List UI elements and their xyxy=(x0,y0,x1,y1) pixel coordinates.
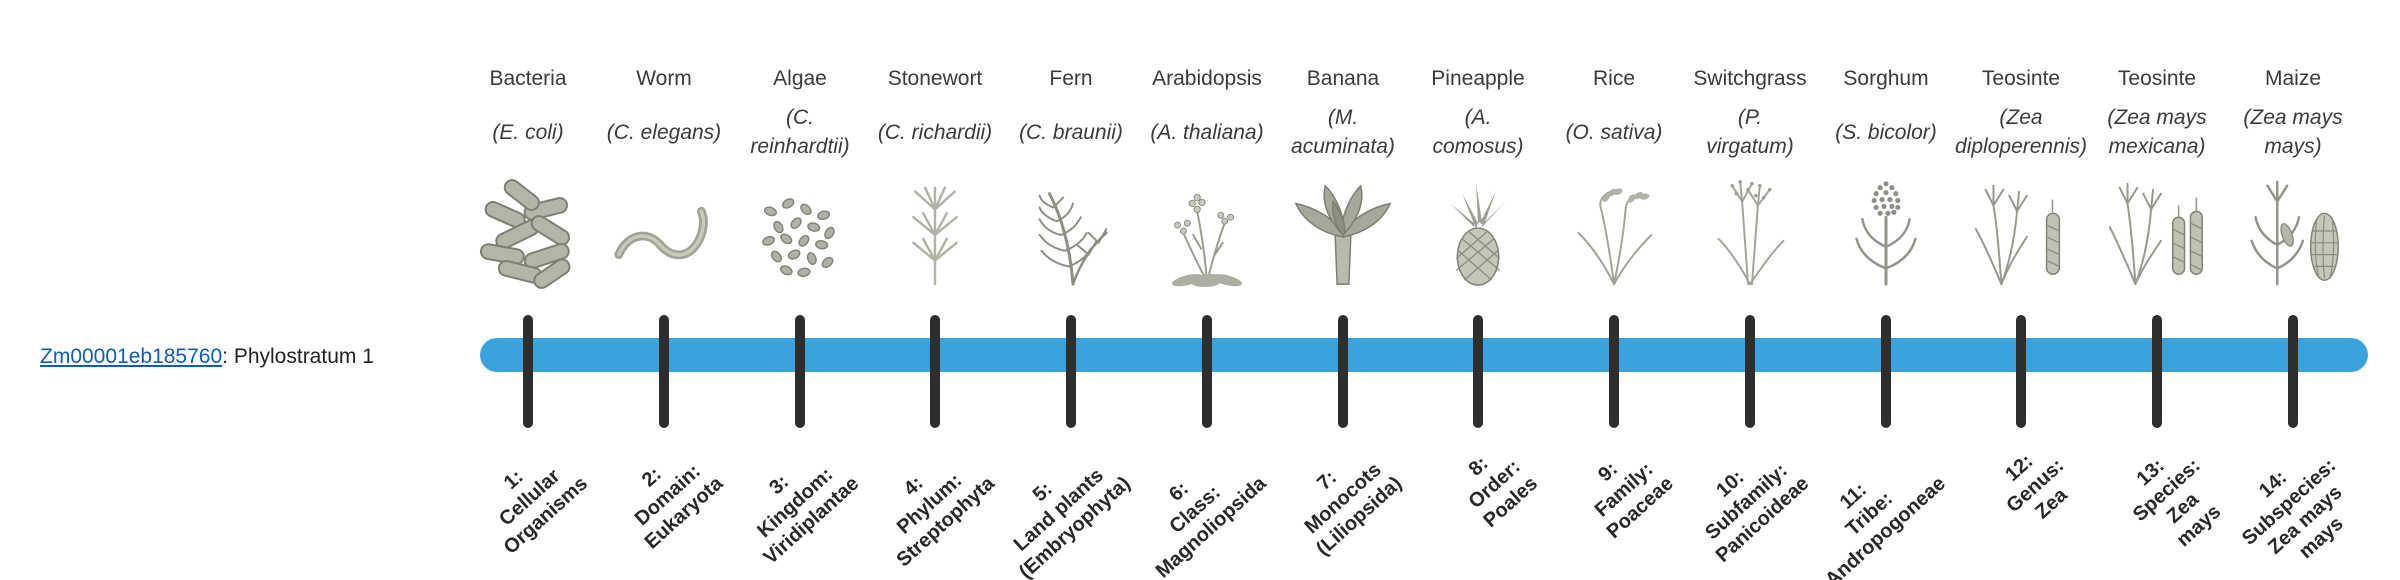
organism-scientific-name: (A. comosus) xyxy=(1432,106,1524,158)
worm-icon xyxy=(614,206,708,260)
worm-illustration xyxy=(599,168,729,290)
phylostratum-label-text: 13: Species: Zea mays xyxy=(2128,454,2226,552)
pineapple-illustration xyxy=(1413,168,1543,290)
organism-scientific-name: (Zea mays mays) xyxy=(2243,106,2343,158)
maize-icon xyxy=(2250,180,2339,286)
banana-icon xyxy=(1294,184,1392,285)
organism-common-name: Algae xyxy=(773,67,827,90)
organism-scientific-name: (E. coli) xyxy=(492,120,564,144)
organism-common-name: Maize xyxy=(2264,67,2322,90)
organism-common-name: Banana xyxy=(1306,67,1380,90)
algae-illustration xyxy=(735,168,865,290)
maize-illustration xyxy=(2228,168,2358,290)
rice-illustration xyxy=(1549,168,1679,290)
arabidopsis-illustration xyxy=(1142,168,1272,290)
organism-common-name: Rice xyxy=(1592,67,1636,90)
bacteria-illustration xyxy=(463,168,593,290)
timeline-tick xyxy=(1881,315,1891,428)
organism-scientific-name: (O. sativa) xyxy=(1565,120,1663,144)
phylostratum-label-text: 5: Land plants (Embryophyta) xyxy=(1009,464,1135,580)
organism-scientific-name: (C. reinhardtii) xyxy=(750,106,850,158)
organism-common-name: Pineapple xyxy=(1431,67,1525,90)
timeline-tick xyxy=(795,315,805,428)
timeline-tick xyxy=(659,315,669,428)
organism-common-name: Teosinte xyxy=(1981,67,2061,90)
teosinte-diploperennis-illustration xyxy=(1956,168,2086,290)
timeline-bar xyxy=(480,338,2368,372)
timeline-tick xyxy=(2152,315,2162,428)
pineapple-icon xyxy=(1450,183,1506,286)
phylostratum-label-text: 8: Order: Poales xyxy=(1464,452,1542,532)
timeline-tick xyxy=(1745,315,1755,428)
banana-illustration xyxy=(1278,168,1408,290)
timeline-tick xyxy=(1609,315,1619,428)
timeline-tick xyxy=(2016,315,2026,428)
stonewort-illustration xyxy=(870,168,1000,290)
rice-icon xyxy=(1577,188,1653,286)
organism-scientific-name: (S. bicolor) xyxy=(1835,120,1937,144)
switchgrass-illustration xyxy=(1685,168,1815,290)
switchgrass-icon xyxy=(1717,180,1785,286)
sorghum-icon xyxy=(1855,181,1917,286)
organism-scientific-name: (M. acuminata) xyxy=(1291,106,1395,158)
organism-common-name: Stonewort xyxy=(887,67,983,90)
teosinte-diploperennis-icon xyxy=(1974,184,2061,286)
phylostratum-label-text: 14: Subspecies: Zea mays mays xyxy=(2238,454,2348,564)
organism-common-name: Bacteria xyxy=(489,67,567,90)
timeline-tick xyxy=(1066,315,1076,428)
organism-scientific-name: (C. braunii) xyxy=(1019,120,1123,144)
timeline-tick xyxy=(1338,315,1348,428)
phylostratum-label-text: 7: Monocots (Liliopsida) xyxy=(1300,458,1407,561)
organism-common-name: Arabidopsis xyxy=(1152,67,1262,90)
organism-common-name: Switchgrass xyxy=(1693,67,1807,90)
organism-common-name: Worm xyxy=(636,67,692,90)
phylostratum-label-text: 6: Class: Magnoliopsida xyxy=(1151,472,1271,580)
timeline-tick xyxy=(930,315,940,428)
timeline-tick xyxy=(1202,315,1212,428)
phylostratum-label-text: 10: Subfamily: Panicoideae xyxy=(1701,459,1814,567)
timeline-tick xyxy=(2288,315,2298,428)
organism-scientific-name: (C. elegans) xyxy=(606,120,722,144)
arabidopsis-icon xyxy=(1172,193,1242,288)
algae-icon xyxy=(762,198,835,278)
phylostratum-title: : Phylostratum 1 xyxy=(222,345,374,368)
organism-scientific-name: (C. richardii) xyxy=(877,120,993,144)
organism-scientific-name: (Zea mays mexicana) xyxy=(2107,106,2207,158)
phylostratum-label-text: 4: Phylum: Streptophyta xyxy=(892,469,999,572)
phylostratum-label-text: 3: Kingdom: Viridiplantae xyxy=(753,463,864,569)
fern-icon xyxy=(1038,192,1108,286)
gene-id-link[interactable]: Zm00001eb185760 xyxy=(40,345,223,368)
bacteria-icon xyxy=(479,179,571,289)
organism-scientific-name: (A. thaliana) xyxy=(1150,120,1264,144)
timeline-tick xyxy=(1473,315,1483,428)
gene-label: Zm00001eb185760: Phylostratum 1 xyxy=(40,344,374,370)
phylostratum-label-text: 9: Family: Poaceae xyxy=(1590,457,1678,544)
fern-illustration xyxy=(1006,168,1136,290)
teosinte-mexicana-illustration xyxy=(2092,168,2222,290)
organism-scientific-name: (P. virgatum) xyxy=(1706,106,1794,158)
organism-common-name: Fern xyxy=(1049,67,1093,90)
organism-scientific-name: (Zea diploperennis) xyxy=(1955,106,2087,158)
teosinte-mexicana-icon xyxy=(2108,182,2203,286)
phylostratum-label-text: 1: Cellular Organisms xyxy=(494,464,592,559)
phylostratum-label-text: 12: Genus: Zea xyxy=(2001,450,2072,524)
organism-common-name: Sorghum xyxy=(1843,67,1929,90)
phylostratum-label-text: 11: Tribe: Andropogoneae xyxy=(1820,472,1950,580)
timeline-tick xyxy=(523,315,533,428)
sorghum-illustration xyxy=(1821,168,1951,290)
stonewort-icon xyxy=(912,186,958,286)
organism-common-name: Teosinte xyxy=(2117,67,2197,90)
phylostratum-label-text: 2: Domain: Eukaryota xyxy=(631,460,728,554)
